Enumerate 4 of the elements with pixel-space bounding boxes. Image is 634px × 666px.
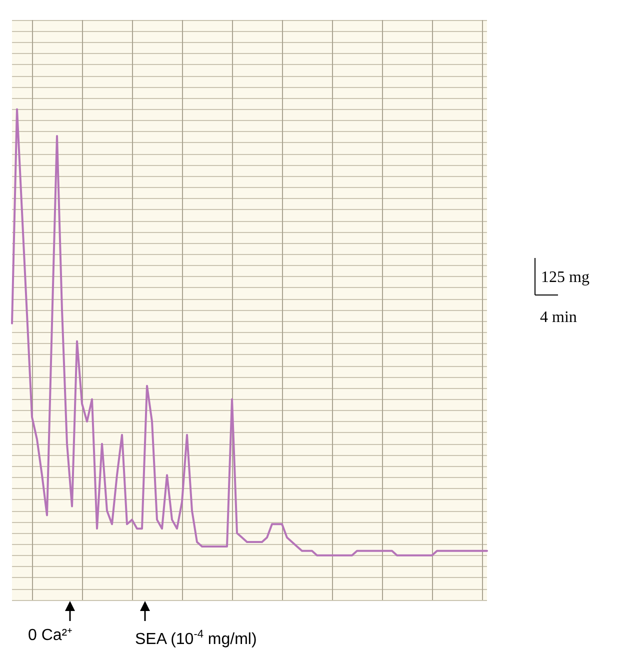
- text: 4 min: [540, 309, 577, 326]
- text: 125 mg: [541, 269, 590, 286]
- text: SEA (10$^{-4}$ mg/ml): [135, 629, 257, 648]
- text: 0 Ca²⁺: [28, 627, 72, 644]
